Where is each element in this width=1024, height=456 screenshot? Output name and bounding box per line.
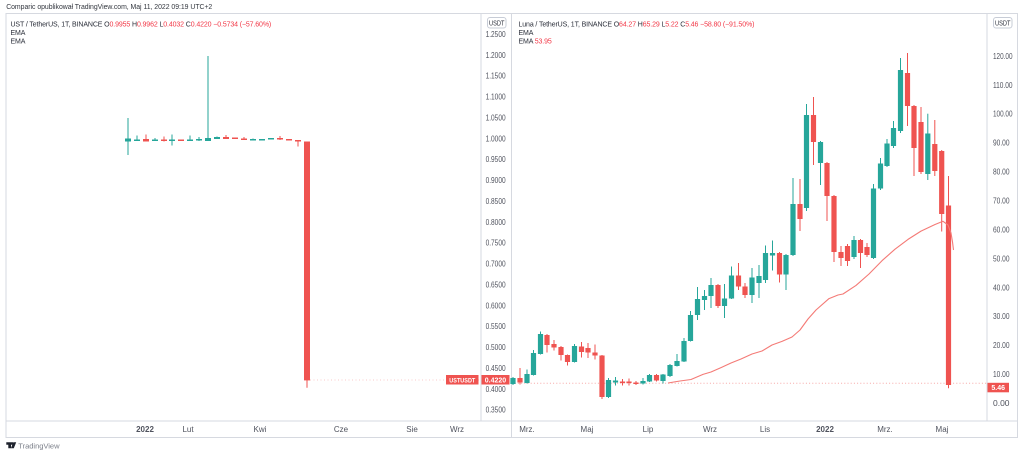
svg-text:1.0000: 1.0000 xyxy=(486,134,506,143)
svg-text:Luna / TetherUS, 1T, BINANCE O: Luna / TetherUS, 1T, BINANCE O64.27 H65.… xyxy=(519,21,755,28)
svg-text:0.7500: 0.7500 xyxy=(486,239,506,248)
svg-text:2022: 2022 xyxy=(816,425,834,434)
svg-text:0.4500: 0.4500 xyxy=(486,364,506,373)
svg-text:Lut: Lut xyxy=(182,425,194,434)
svg-text:80.00: 80.00 xyxy=(993,168,1010,177)
svg-text:0.4000: 0.4000 xyxy=(486,385,506,394)
svg-text:0.00: 0.00 xyxy=(993,399,1010,408)
svg-text:110.00: 110.00 xyxy=(993,81,1013,90)
svg-text:USDT: USDT xyxy=(489,21,505,28)
svg-text:USTUSDT: USTUSDT xyxy=(449,377,475,384)
svg-text:70.00: 70.00 xyxy=(993,197,1010,206)
svg-text:Maj: Maj xyxy=(936,425,949,434)
svg-text:EMA: EMA xyxy=(11,30,26,37)
svg-text:1.1000: 1.1000 xyxy=(486,93,506,102)
svg-text:90.00: 90.00 xyxy=(993,139,1010,148)
svg-text:50.00: 50.00 xyxy=(993,254,1010,263)
svg-text:20.00: 20.00 xyxy=(993,341,1010,350)
svg-text:0.9500: 0.9500 xyxy=(486,155,506,164)
svg-text:40.00: 40.00 xyxy=(993,283,1010,292)
svg-text:120.00: 120.00 xyxy=(993,52,1013,61)
svg-text:TradingView: TradingView xyxy=(18,442,60,451)
svg-text:EMA 53.95: EMA 53.95 xyxy=(519,38,552,45)
svg-text:Comparic opublikował TradingVi: Comparic opublikował TradingView.com, Ma… xyxy=(6,4,212,11)
svg-text:0.6500: 0.6500 xyxy=(486,281,506,290)
svg-text:EMA: EMA xyxy=(11,38,26,45)
svg-text:1.2500: 1.2500 xyxy=(486,30,506,39)
svg-text:0.3500: 0.3500 xyxy=(486,406,506,415)
svg-text:Wrz: Wrz xyxy=(450,425,464,434)
svg-text:10.00: 10.00 xyxy=(993,370,1010,379)
svg-text:0.8000: 0.8000 xyxy=(486,218,506,227)
svg-text:UST / TetherUS, 1T, BINANCE O0: UST / TetherUS, 1T, BINANCE O0.9955 H0.9… xyxy=(11,21,272,28)
svg-text:Mrz.: Mrz. xyxy=(519,425,535,434)
svg-text:0.9000: 0.9000 xyxy=(486,176,506,185)
svg-text:Maj: Maj xyxy=(581,425,594,434)
svg-text:1.1500: 1.1500 xyxy=(486,72,506,81)
svg-text:0.8500: 0.8500 xyxy=(486,197,506,206)
svg-text:Mrz.: Mrz. xyxy=(877,425,893,434)
svg-text:1.2000: 1.2000 xyxy=(486,51,506,60)
svg-text:EMA: EMA xyxy=(519,30,534,37)
svg-text:2022: 2022 xyxy=(136,425,154,434)
svg-text:Lis: Lis xyxy=(760,425,770,434)
svg-text:Wrz: Wrz xyxy=(703,425,717,434)
svg-text:100.00: 100.00 xyxy=(993,110,1013,119)
svg-text:Sie: Sie xyxy=(406,425,418,434)
svg-text:0.5000: 0.5000 xyxy=(486,343,506,352)
svg-text:Kwi: Kwi xyxy=(254,425,267,434)
svg-text:0.5500: 0.5500 xyxy=(486,322,506,331)
svg-text:Cze: Cze xyxy=(334,425,349,434)
svg-text:60.00: 60.00 xyxy=(993,225,1010,234)
svg-text:0.4220: 0.4220 xyxy=(485,377,507,384)
svg-text:USDT: USDT xyxy=(995,21,1011,28)
svg-text:30.00: 30.00 xyxy=(993,312,1010,321)
svg-text:1.0500: 1.0500 xyxy=(486,113,506,122)
svg-text:Lip: Lip xyxy=(643,425,654,434)
svg-text:0.6000: 0.6000 xyxy=(486,301,506,310)
svg-text:0.7000: 0.7000 xyxy=(486,260,506,269)
svg-text:5.46: 5.46 xyxy=(991,385,1005,392)
